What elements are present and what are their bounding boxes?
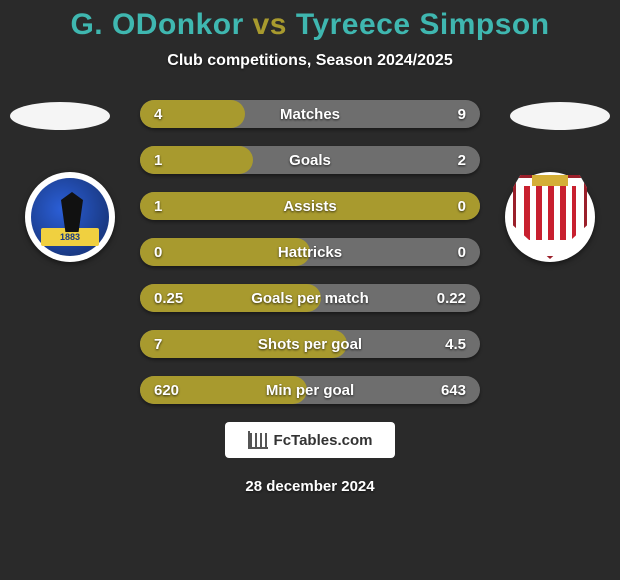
stat-left-value: 7 [154, 336, 162, 353]
date-label: 28 december 2024 [0, 478, 620, 495]
stat-row: 1 Assists 0 [140, 192, 480, 220]
stats-table: 4 Matches 9 1 Goals 2 1 Assists 0 0 Hattricks 0 0.25… [140, 100, 480, 404]
stat-left-value: 1 [154, 198, 162, 215]
stat-label: Goals [289, 152, 331, 169]
stat-right-value: 0 [458, 198, 466, 215]
stat-label: Goals per match [251, 290, 369, 307]
bristol-rovers-badge: 1883 [31, 178, 109, 256]
stat-label: Assists [283, 198, 336, 215]
club-crest-right [505, 172, 595, 262]
stat-right-value: 643 [441, 382, 466, 399]
stat-row: 1 Goals 2 [140, 146, 480, 174]
stat-label: Matches [280, 106, 340, 123]
stat-label: Min per goal [266, 382, 354, 399]
player1-photo-placeholder [10, 102, 110, 130]
stat-left-value: 0 [154, 244, 162, 261]
stevenage-badge [513, 175, 587, 259]
club-crest-left: 1883 [25, 172, 115, 262]
stat-right-value: 4.5 [445, 336, 466, 353]
subtitle: Club competitions, Season 2024/2025 [0, 52, 620, 70]
vs-separator: vs [244, 8, 296, 41]
stat-left-value: 0.25 [154, 290, 183, 307]
stat-label: Hattricks [278, 244, 342, 261]
watermark-text: FcTables.com [274, 432, 373, 449]
chart-icon [248, 431, 268, 449]
stat-right-value: 0.22 [437, 290, 466, 307]
watermark: FcTables.com [225, 422, 395, 458]
stat-row: 620 Min per goal 643 [140, 376, 480, 404]
stat-left-value: 1 [154, 152, 162, 169]
stat-row: 7 Shots per goal 4.5 [140, 330, 480, 358]
stat-right-value: 2 [458, 152, 466, 169]
stat-right-value: 0 [458, 244, 466, 261]
crest-year: 1883 [41, 228, 99, 246]
stat-row: 4 Matches 9 [140, 100, 480, 128]
player2-name: Tyreece Simpson [296, 8, 550, 41]
stat-right-value: 9 [458, 106, 466, 123]
player2-photo-placeholder [510, 102, 610, 130]
player1-name: G. ODonkor [70, 8, 243, 41]
shield-stripes [524, 186, 576, 240]
comparison-content: 1883 4 Matches 9 1 Goals 2 1 Assists 0 0 Hattricks… [0, 100, 620, 404]
stat-row: 0.25 Goals per match 0.22 [140, 284, 480, 312]
comparison-title: G. ODonkor vs Tyreece Simpson [0, 0, 620, 42]
stat-left-value: 620 [154, 382, 179, 399]
stat-label: Shots per goal [258, 336, 362, 353]
stat-row: 0 Hattricks 0 [140, 238, 480, 266]
crown-icon [532, 170, 568, 186]
stat-left-value: 4 [154, 106, 162, 123]
